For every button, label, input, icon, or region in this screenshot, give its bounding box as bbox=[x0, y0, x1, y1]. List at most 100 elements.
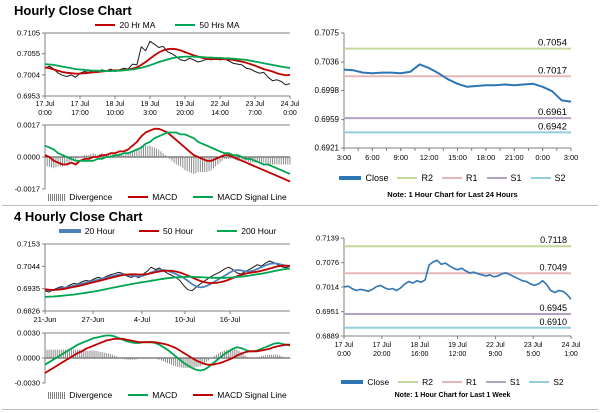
svg-text:0.7017: 0.7017 bbox=[538, 65, 567, 76]
svg-text:5:00: 5:00 bbox=[526, 351, 540, 358]
legend-label: 50 Hrs MA bbox=[199, 20, 240, 30]
svg-text:21-Jun: 21-Jun bbox=[34, 315, 57, 324]
legend-line-swatch bbox=[441, 380, 462, 384]
legend-line-swatch bbox=[485, 380, 506, 384]
svg-text:24 Jul: 24 Jul bbox=[281, 101, 300, 108]
svg-text:0.7054: 0.7054 bbox=[538, 38, 567, 49]
svg-text:0.6961: 0.6961 bbox=[538, 107, 567, 118]
svg-text:-0.0017: -0.0017 bbox=[15, 185, 40, 194]
legend-label: 200 Hour bbox=[241, 226, 277, 236]
hourly-sr-note: Note: 1 Hour Chart for Last 24 Hours bbox=[387, 190, 518, 199]
legend-label: MACD bbox=[152, 192, 178, 202]
svg-text:12:00: 12:00 bbox=[449, 351, 467, 358]
legend-label: Divergence bbox=[69, 192, 113, 202]
svg-text:0.0000: 0.0000 bbox=[17, 153, 40, 162]
legend-label: Close bbox=[365, 173, 389, 183]
svg-text:3:00: 3:00 bbox=[337, 153, 352, 162]
legend-line-swatch bbox=[175, 23, 196, 27]
svg-text:19 Jul: 19 Jul bbox=[176, 101, 195, 108]
svg-text:18 Jul: 18 Jul bbox=[106, 101, 125, 108]
hourly-macd-chart: 0.0017 0.0000 -0.0017 bbox=[15, 121, 291, 194]
svg-text:17:00: 17:00 bbox=[71, 110, 89, 117]
divergence-bars-swatch bbox=[48, 391, 66, 399]
divergence-bars-swatch bbox=[48, 193, 66, 201]
svg-text:0.6953: 0.6953 bbox=[17, 92, 40, 101]
svg-text:12:00: 12:00 bbox=[420, 153, 439, 162]
svg-text:0.7075: 0.7075 bbox=[315, 29, 340, 38]
svg-text:0.6921: 0.6921 bbox=[315, 144, 340, 153]
svg-text:16:00: 16:00 bbox=[411, 351, 429, 358]
legend-line-swatch bbox=[128, 393, 149, 397]
svg-text:0.7139: 0.7139 bbox=[316, 234, 339, 243]
four-hourly-macd-legend: Divergence MACD MACD Signal Line bbox=[40, 390, 295, 400]
legend-line-swatch bbox=[193, 393, 214, 397]
svg-text:6:00: 6:00 bbox=[365, 153, 380, 162]
svg-text:0.7118: 0.7118 bbox=[540, 235, 567, 245]
svg-text:0.0030: 0.0030 bbox=[17, 329, 40, 338]
hourly-ma-legend: 20 Hr MA 50 Hrs MA bbox=[40, 20, 295, 30]
legend-item-close: Close bbox=[341, 377, 389, 387]
legend-line-swatch bbox=[397, 176, 418, 180]
svg-text:10-Jul: 10-Jul bbox=[175, 315, 196, 324]
legend-label: MACD bbox=[152, 390, 178, 400]
svg-text:0:00: 0:00 bbox=[283, 110, 297, 117]
legend-item-s1: S1 bbox=[485, 377, 520, 387]
four-hourly-ma-legend: 20 Hour 50 Hour 200 Hour bbox=[40, 226, 295, 236]
legend-label: MACD Signal Line bbox=[217, 390, 287, 400]
svg-text:7:00: 7:00 bbox=[248, 110, 262, 117]
svg-text:10:00: 10:00 bbox=[106, 110, 124, 117]
svg-text:20:00: 20:00 bbox=[373, 351, 391, 358]
weekly-sr-legend: Close R2 R1 S1 S2 bbox=[325, 377, 580, 387]
legend-label: R1 bbox=[465, 173, 478, 183]
svg-text:0.7036: 0.7036 bbox=[315, 58, 340, 67]
legend-line-swatch bbox=[193, 195, 214, 199]
legend-item-r1: R1 bbox=[441, 173, 478, 183]
legend-item-close: Close bbox=[339, 173, 388, 183]
legend-line-swatch bbox=[339, 176, 362, 180]
svg-text:0.7044: 0.7044 bbox=[17, 262, 40, 271]
horizontal-divider bbox=[2, 409, 598, 410]
svg-text:-0.0030: -0.0030 bbox=[15, 379, 40, 388]
legend-item-s2: S2 bbox=[530, 173, 566, 183]
legend-label: MACD Signal Line bbox=[217, 192, 287, 202]
legend-label: R2 bbox=[422, 377, 433, 387]
svg-text:3:00: 3:00 bbox=[143, 110, 157, 117]
svg-text:0.7076: 0.7076 bbox=[316, 258, 339, 267]
svg-text:18:00: 18:00 bbox=[476, 153, 495, 162]
svg-text:0.6942: 0.6942 bbox=[538, 121, 567, 132]
svg-text:17 Jul: 17 Jul bbox=[71, 101, 90, 108]
svg-text:15:00: 15:00 bbox=[448, 153, 467, 162]
legend-item-20-hour: 20 Hour bbox=[58, 226, 116, 236]
hourly-macd-legend: Divergence MACD MACD Signal Line bbox=[40, 192, 295, 202]
hourly-sr-legend: Close R2 R1 S1 S2 bbox=[325, 173, 580, 183]
legend-item-200-hour: 200 Hour bbox=[217, 226, 276, 236]
svg-text:0.7105: 0.7105 bbox=[17, 29, 40, 38]
svg-text:0:00: 0:00 bbox=[38, 110, 52, 117]
svg-text:4-Jul: 4-Jul bbox=[134, 315, 151, 324]
svg-text:0.6826: 0.6826 bbox=[17, 307, 40, 316]
svg-text:18 Jul: 18 Jul bbox=[410, 342, 429, 349]
legend-line-swatch bbox=[58, 229, 81, 233]
legend-line-swatch bbox=[529, 380, 550, 384]
legend-line-swatch bbox=[486, 176, 507, 180]
legend-line-swatch bbox=[128, 195, 149, 199]
legend-label: S1 bbox=[510, 173, 522, 183]
svg-text:0.6910: 0.6910 bbox=[539, 317, 567, 327]
svg-text:16-Jul: 16-Jul bbox=[220, 315, 241, 324]
four-hourly-chart-title: 4 Hourly Close Chart bbox=[14, 209, 143, 224]
legend-label: R1 bbox=[465, 377, 477, 387]
legend-item-macd: MACD bbox=[128, 390, 177, 400]
legend-item-macd: MACD bbox=[128, 192, 177, 202]
svg-text:22 Jul: 22 Jul bbox=[486, 342, 505, 349]
svg-text:0:00: 0:00 bbox=[535, 153, 550, 162]
svg-text:22 Jul: 22 Jul bbox=[211, 101, 230, 108]
legend-label: 20 Hour bbox=[84, 226, 116, 236]
svg-text:21:00: 21:00 bbox=[505, 153, 524, 162]
svg-text:0.7049: 0.7049 bbox=[539, 262, 567, 272]
four-hourly-macd-chart: 0.0030 0.0000 -0.0030 bbox=[15, 329, 291, 388]
svg-text:19 Jul: 19 Jul bbox=[448, 342, 467, 349]
svg-text:0.6945: 0.6945 bbox=[539, 303, 567, 313]
legend-item-macd-signal-line: MACD Signal Line bbox=[193, 192, 287, 202]
